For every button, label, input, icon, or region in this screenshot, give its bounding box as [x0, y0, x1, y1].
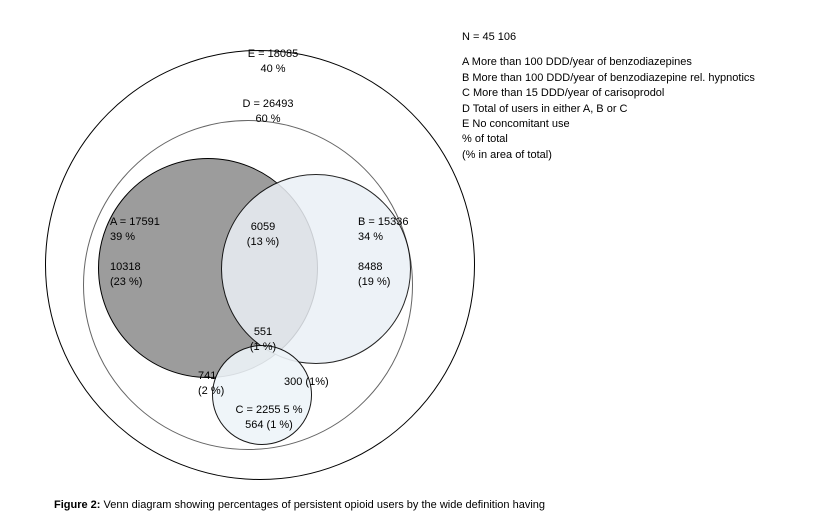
- legend-pct-area: (% in area of total): [462, 148, 755, 163]
- legend-A: A More than 100 DDD/year of benzodiazepi…: [462, 55, 755, 70]
- legend: N = 45 106 A More than 100 DDD/year of b…: [462, 30, 755, 163]
- legend-C: C More than 15 DDD/year of carisoprodol: [462, 86, 755, 101]
- label-E: E = 18085 40 %: [228, 47, 318, 77]
- label-B-only: 8488 (19 %): [358, 260, 390, 290]
- venn-diagram: E = 18085 40 % D = 26493 60 % A = 17591 …: [38, 25, 468, 475]
- label-B: B = 15336 34 %: [358, 215, 408, 245]
- legend-N: N = 45 106: [462, 30, 755, 45]
- label-AC: 741 (2 %): [198, 369, 224, 399]
- label-BC: 300 (1%): [284, 375, 329, 390]
- legend-E: E No concomitant use: [462, 117, 755, 132]
- figure-caption: Figure 2: Venn diagram showing percentag…: [54, 499, 545, 511]
- label-A-only: 10318 (23 %): [110, 260, 142, 290]
- legend-D: D Total of users in either A, B or C: [462, 102, 755, 117]
- label-ABC: 551 (1 %): [233, 325, 293, 355]
- legend-B: B More than 100 DDD/year of benzodiazepi…: [462, 71, 755, 86]
- label-C: C = 2255 5 % 564 (1 %): [214, 403, 324, 433]
- label-AB: 6059 (13 %): [228, 220, 298, 250]
- legend-pct-total: % of total: [462, 132, 755, 147]
- label-A: A = 17591 39 %: [110, 215, 160, 245]
- label-D: D = 26493 60 %: [223, 97, 313, 127]
